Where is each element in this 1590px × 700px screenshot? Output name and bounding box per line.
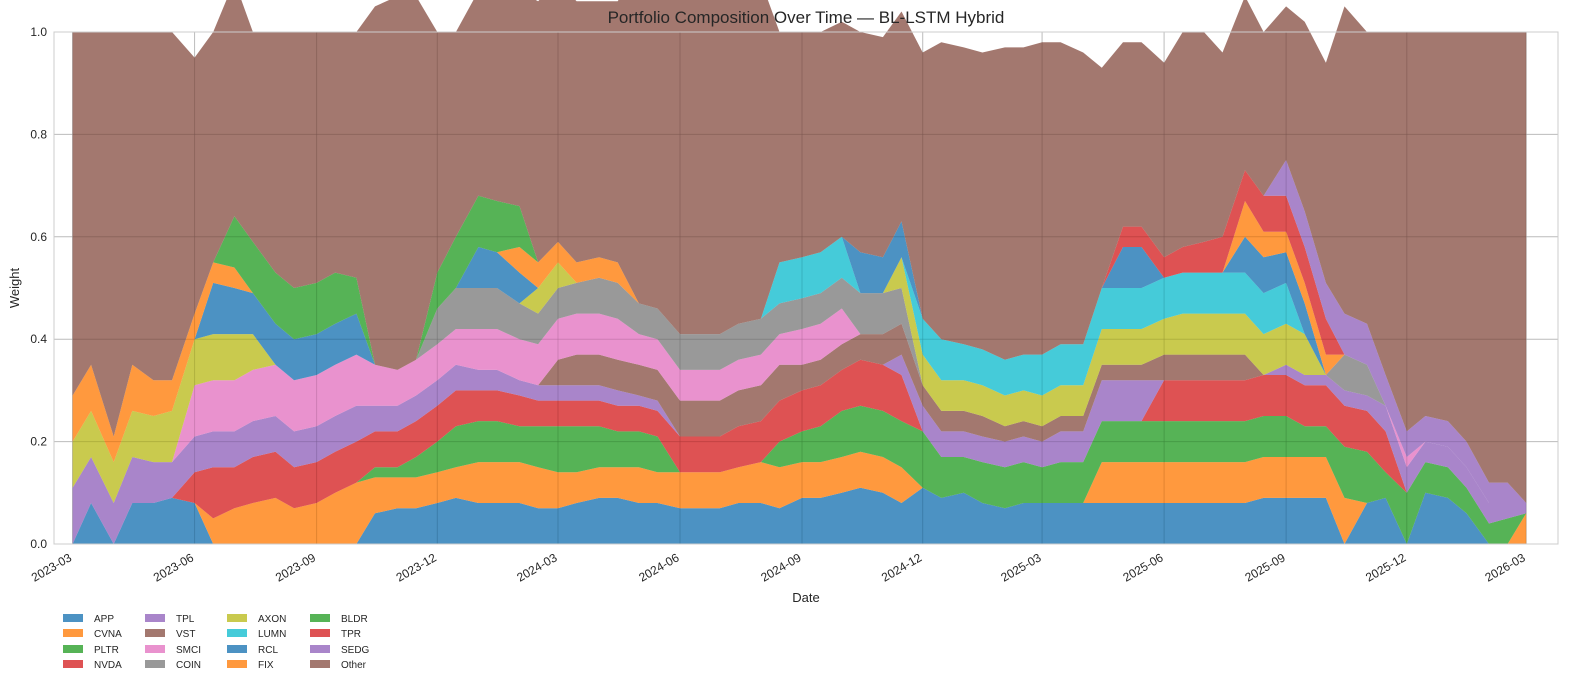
stacked-areas bbox=[72, 0, 1527, 544]
area-tpl bbox=[72, 354, 1527, 544]
y-tick-label: 0.4 bbox=[30, 332, 47, 346]
legend-item-tpl: TPL bbox=[145, 614, 195, 625]
legend: APP CVNA PLTR NVDA TPL VST SMCI COIN AXON LUMN RCL… bbox=[63, 614, 370, 671]
legend-label: BLDR bbox=[341, 614, 368, 625]
legend-label: SEDG bbox=[341, 645, 370, 656]
x-axis-label: Date bbox=[792, 590, 819, 605]
legend-swatch bbox=[145, 660, 165, 668]
legend-label: RCL bbox=[258, 645, 278, 656]
y-tick-label: 0.0 bbox=[30, 537, 47, 551]
legend-swatch bbox=[310, 614, 330, 622]
legend-swatch bbox=[227, 645, 247, 653]
legend-label: APP bbox=[94, 614, 114, 625]
plot-frame bbox=[53, 31, 1559, 545]
y-tick-label: 0.6 bbox=[30, 230, 47, 244]
area-other bbox=[72, 0, 1527, 503]
legend-item-smci: SMCI bbox=[145, 645, 201, 656]
legend-swatch bbox=[227, 614, 247, 622]
legend-label: FIX bbox=[258, 660, 274, 671]
legend-swatch bbox=[310, 629, 330, 637]
legend-swatch bbox=[310, 645, 330, 653]
legend-swatch bbox=[63, 629, 83, 637]
legend-swatch bbox=[145, 629, 165, 637]
legend-label: COIN bbox=[176, 660, 201, 671]
legend-item-axon: AXON bbox=[227, 614, 286, 625]
legend-swatch bbox=[63, 660, 83, 668]
legend-item-fix: FIX bbox=[227, 660, 274, 671]
legend-label: Other bbox=[341, 660, 367, 671]
y-axis-label: Weight bbox=[7, 268, 22, 309]
y-axis-ticks: 0.0 0.2 0.4 0.6 0.8 1.0 bbox=[30, 25, 47, 551]
area-smci bbox=[72, 308, 1527, 503]
legend-swatch bbox=[63, 614, 83, 622]
legend-label: SMCI bbox=[176, 645, 201, 656]
area-vst bbox=[72, 323, 1527, 503]
legend-item-rcl: RCL bbox=[227, 645, 278, 656]
legend-item-nvda: NVDA bbox=[63, 660, 122, 671]
legend-item-cvna: CVNA bbox=[63, 629, 122, 640]
area-pltr bbox=[72, 405, 1527, 544]
legend-item-pltr: PLTR bbox=[63, 645, 119, 656]
legend-item-other: Other bbox=[310, 660, 367, 671]
legend-item-lumn: LUMN bbox=[227, 629, 286, 640]
legend-label: PLTR bbox=[94, 645, 119, 656]
y-tick-label: 1.0 bbox=[30, 25, 47, 39]
area-app bbox=[72, 487, 1527, 544]
legend-swatch bbox=[145, 645, 165, 653]
legend-swatch bbox=[227, 660, 247, 668]
legend-item-app: APP bbox=[63, 614, 114, 625]
legend-swatch bbox=[145, 614, 165, 622]
area-coin bbox=[72, 277, 1527, 503]
legend-label: TPR bbox=[341, 629, 361, 640]
legend-swatch bbox=[227, 629, 247, 637]
legend-item-tpr: TPR bbox=[310, 629, 361, 640]
legend-item-bldr: BLDR bbox=[310, 614, 368, 625]
y-tick-label: 0.8 bbox=[30, 127, 47, 141]
legend-label: VST bbox=[176, 629, 195, 640]
legend-item-vst: VST bbox=[145, 629, 195, 640]
legend-label: NVDA bbox=[94, 660, 122, 671]
legend-swatch bbox=[310, 660, 330, 668]
legend-label: CVNA bbox=[94, 629, 122, 640]
y-tick-label: 0.2 bbox=[30, 435, 47, 449]
legend-item-coin: COIN bbox=[145, 660, 201, 671]
area-lumn bbox=[72, 236, 1527, 504]
legend-swatch bbox=[63, 645, 83, 653]
area-cvna bbox=[72, 451, 1527, 544]
legend-item-sedg: SEDG bbox=[310, 645, 370, 656]
chart-title: Portfolio Composition Over Time — BL-LST… bbox=[608, 8, 1005, 27]
legend-label: AXON bbox=[258, 614, 286, 625]
area-nvda bbox=[72, 359, 1527, 544]
legend-label: TPL bbox=[176, 614, 195, 625]
legend-label: LUMN bbox=[258, 629, 286, 640]
